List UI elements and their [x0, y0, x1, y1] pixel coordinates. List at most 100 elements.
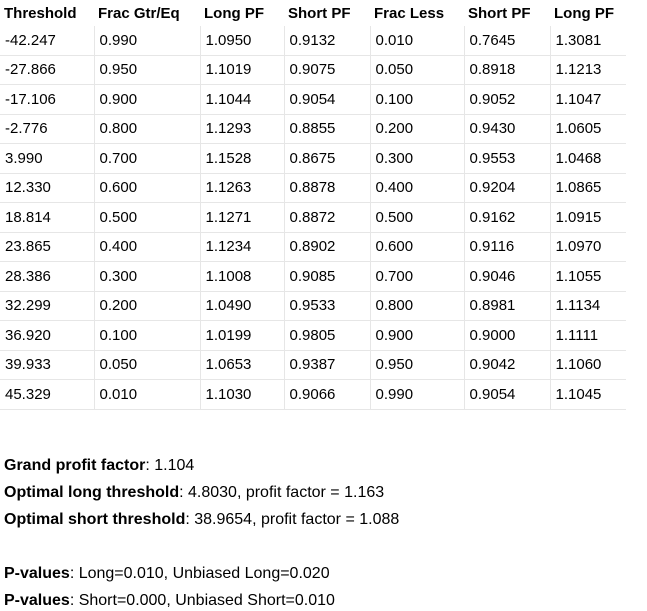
table-cell: 1.0490: [200, 291, 285, 321]
table-cell: 1.1111: [550, 320, 626, 351]
table-cell: 0.010: [370, 26, 465, 56]
table-cell: 0.8878: [284, 173, 371, 203]
table-cell: 1.0653: [200, 350, 285, 380]
optimal-short-threshold-value: : 38.9654, profit factor = 1.088: [185, 511, 400, 528]
table-cell: 0.9132: [284, 26, 371, 56]
table-cell: 0.800: [370, 291, 465, 321]
column-header: Threshold: [4, 4, 77, 22]
table-cell: 45.329: [0, 379, 95, 410]
table-cell: 0.100: [94, 320, 201, 351]
table-cell: 1.1047: [550, 84, 626, 115]
table-cell: 1.0865: [550, 173, 626, 203]
table-cell: 0.500: [94, 202, 201, 233]
table-cell: 18.814: [0, 202, 95, 233]
table-cell: 0.990: [94, 26, 201, 56]
table-cell: 0.8902: [284, 232, 371, 262]
table-cell: 23.865: [0, 232, 95, 262]
table-cell: 1.1134: [550, 291, 626, 321]
table-row: 36.920 0.100 1.0199 0.9805 0.900 0.9000 1.1111: [0, 320, 626, 351]
p-values-short-label: P-values: [4, 592, 70, 609]
table-cell: 0.9553: [464, 143, 551, 174]
table-cell: 39.933: [0, 350, 95, 380]
table-cell: 1.1045: [550, 379, 626, 410]
table-cell: 0.050: [94, 350, 201, 380]
table-cell: 1.1008: [200, 261, 285, 292]
optimal-long-threshold-label: Optimal long threshold: [4, 484, 180, 501]
table-cell: 1.3081: [550, 26, 626, 56]
grand-profit-factor-line: Grand profit factor: 1.104: [4, 456, 194, 476]
table-cell: 0.200: [370, 114, 465, 144]
table-cell: -2.776: [0, 114, 95, 144]
table-cell: 1.1263: [200, 173, 285, 203]
table-cell: 1.0199: [200, 320, 285, 351]
table-cell: 1.1055: [550, 261, 626, 292]
table-cell: 0.9000: [464, 320, 551, 351]
table-cell: 1.0468: [550, 143, 626, 174]
table-cell: 0.9116: [464, 232, 551, 262]
table-row: -17.106 0.900 1.1044 0.9054 0.100 0.9052 1.104…: [0, 84, 626, 115]
table-row: 12.330 0.600 1.1263 0.8878 0.400 0.9204 1.0865: [0, 173, 626, 203]
table-cell: 36.920: [0, 320, 95, 351]
column-header: Long PF: [554, 4, 614, 22]
table-cell: 1.1271: [200, 202, 285, 233]
p-values-long-value: : Long=0.010, Unbiased Long=0.020: [69, 565, 330, 582]
table-cell: 0.900: [370, 320, 465, 351]
table-body: -42.247 0.990 1.0950 0.9132 0.010 0.7645 1.308…: [0, 26, 626, 410]
p-values-long-line: P-values: Long=0.010, Unbiased Long=0.02…: [4, 564, 330, 584]
table-cell: 0.400: [94, 232, 201, 262]
optimal-long-threshold-value: : 4.8030, profit factor = 1.163: [179, 484, 385, 501]
grand-profit-factor-label: Grand profit factor: [4, 457, 146, 474]
table-cell: 0.950: [370, 350, 465, 380]
table-cell: 32.299: [0, 291, 95, 321]
table-cell: 0.400: [370, 173, 465, 203]
table-cell: 0.9054: [464, 379, 551, 410]
table-cell: 0.9085: [284, 261, 371, 292]
p-values-short-value: : Short=0.000, Unbiased Short=0.010: [69, 592, 335, 609]
table-cell: 0.9066: [284, 379, 371, 410]
table-cell: 0.800: [94, 114, 201, 144]
table-cell: 0.9162: [464, 202, 551, 233]
table-cell: 0.700: [94, 143, 201, 174]
table-row: 28.386 0.300 1.1008 0.9085 0.700 0.9046 1.1055: [0, 261, 626, 292]
table-cell: 0.700: [370, 261, 465, 292]
table-cell: 0.9204: [464, 173, 551, 203]
p-values-long-label: P-values: [4, 565, 70, 582]
table-cell: 1.1528: [200, 143, 285, 174]
table-cell: 1.1234: [200, 232, 285, 262]
column-header: Frac Less: [374, 4, 445, 22]
table-cell: 0.9387: [284, 350, 371, 380]
table-cell: 1.0950: [200, 26, 285, 56]
table-header: Threshold Frac Gtr/Eq Long PF Short PF Frac …: [0, 0, 626, 26]
table-cell: 0.010: [94, 379, 201, 410]
table-cell: 0.9046: [464, 261, 551, 292]
header-row: Threshold Frac Gtr/Eq Long PF Short PF Frac …: [0, 0, 626, 26]
table-cell: 0.200: [94, 291, 201, 321]
column-header: Long PF: [204, 4, 264, 22]
column-header: Frac Gtr/Eq: [98, 4, 180, 22]
table-cell: 0.9075: [284, 55, 371, 85]
table-cell: 0.9042: [464, 350, 551, 380]
table-cell: 3.990: [0, 143, 95, 174]
table-cell: 1.0915: [550, 202, 626, 233]
table-cell: 28.386: [0, 261, 95, 292]
table-row: 39.933 0.050 1.0653 0.9387 0.950 0.9042 1.1060: [0, 350, 626, 380]
table-cell: 1.1044: [200, 84, 285, 115]
table-cell: 1.0605: [550, 114, 626, 144]
table-row: -27.866 0.950 1.1019 0.9075 0.050 0.8918 1.121…: [0, 55, 626, 85]
table-cell: 0.8855: [284, 114, 371, 144]
table-cell: 0.7645: [464, 26, 551, 56]
table-cell: 0.300: [94, 261, 201, 292]
table-cell: 0.8675: [284, 143, 371, 174]
table-cell: 0.900: [94, 84, 201, 115]
table-row: 3.990 0.700 1.1528 0.8675 0.300 0.9553 1.0468: [0, 143, 626, 174]
optimal-short-threshold-label: Optimal short threshold: [4, 511, 186, 528]
table-cell: -17.106: [0, 84, 95, 115]
column-header: Short PF: [468, 4, 531, 22]
table-cell: 1.1060: [550, 350, 626, 380]
table-row: 23.865 0.400 1.1234 0.8902 0.600 0.9116 1.0970: [0, 232, 626, 262]
table-cell: -42.247: [0, 26, 95, 56]
optimal-short-threshold-line: Optimal short threshold: 38.9654, profit…: [4, 510, 399, 530]
table-cell: 0.990: [370, 379, 465, 410]
table-cell: 1.1293: [200, 114, 285, 144]
p-values-short-line: P-values: Short=0.000, Unbiased Short=0.…: [4, 591, 335, 611]
